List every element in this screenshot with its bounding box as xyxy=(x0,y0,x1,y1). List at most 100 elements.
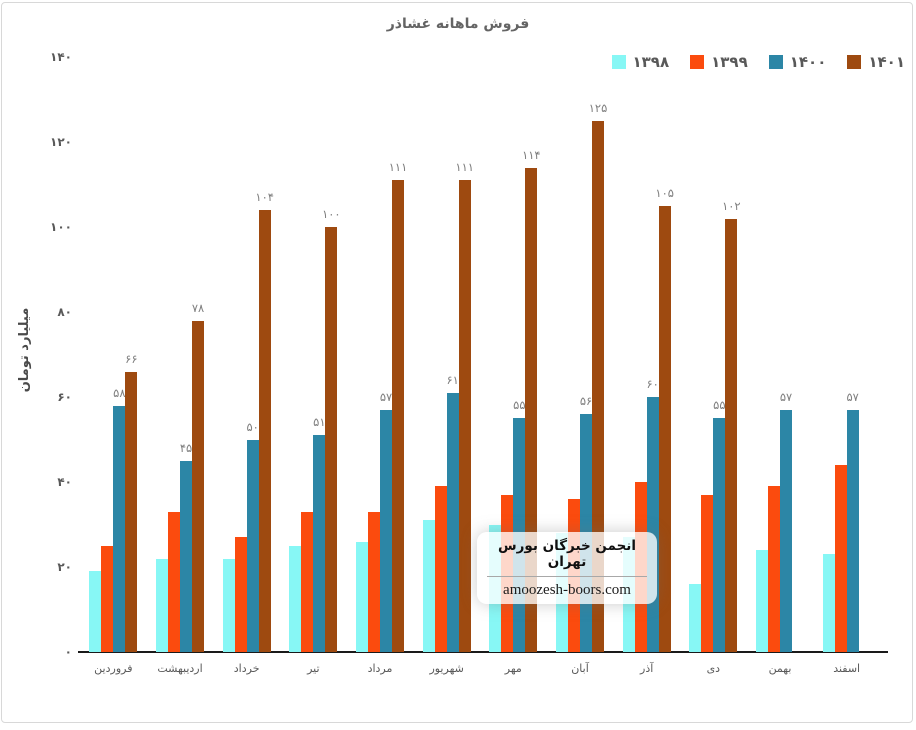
bar-۱۴۰۱-4 xyxy=(325,227,338,652)
bar-۱۳۹۸-2 xyxy=(156,558,168,652)
bar-۱۴۰۱-5 xyxy=(392,180,404,652)
bar-value-label: ۷۸ xyxy=(191,300,205,315)
bar-۱۳۹۸-1 xyxy=(89,571,102,652)
bar-value-label: ۱۱۱ xyxy=(388,160,408,175)
bar-value-label: ۶۰ xyxy=(646,377,659,391)
bar-value-label: ۱۱۴ xyxy=(522,147,541,162)
legend-entry-۱۳۹۹: ۱۳۹۹ xyxy=(690,53,748,71)
bar-value-label: ۵۷ xyxy=(846,389,859,404)
y-tick-label: ۱۲۰ xyxy=(50,135,72,149)
bar-value-label: ۵۷ xyxy=(779,389,793,404)
bar-value-label: ۵۶ xyxy=(579,394,593,408)
legend-marker-icon xyxy=(768,55,783,69)
bar-۱۴۰۰-4 xyxy=(313,435,326,652)
bar-۱۴۰۰-5 xyxy=(380,409,392,652)
x-axis-label: مرداد xyxy=(367,662,393,675)
bar-۱۳۹۹-10 xyxy=(701,494,714,652)
bar-۱۳۹۸-4 xyxy=(289,545,302,652)
y-axis-title: میلیارد تومان xyxy=(17,307,32,393)
legend-entry-۱۴۰۱: ۱۴۰۱ xyxy=(847,53,905,71)
bar-value-label: ۱۰۵ xyxy=(655,185,674,200)
bar-۱۴۰۰-6 xyxy=(446,392,459,652)
x-axis-label: اردیبهشت xyxy=(157,662,203,675)
bar-value-label: ۵۷ xyxy=(379,389,393,404)
legend-label: ۱۴۰۱ xyxy=(868,53,905,71)
bar-value-label: ۱۱۱ xyxy=(455,160,474,175)
x-axis-label: مهر xyxy=(504,662,522,675)
y-tick-label: ۱۴۰ xyxy=(50,50,72,64)
legend: ۱۳۹۸ ۱۳۹۹ ۱۴۰۰ ۱۴۰۱ xyxy=(611,52,905,72)
bar-value-label: ۱۰۲ xyxy=(722,198,741,213)
x-axis-label: شهریور xyxy=(429,662,464,675)
watermark-title: انجمن خبرگان بورس تهران xyxy=(497,537,637,570)
bar-۱۳۹۹-12 xyxy=(834,465,847,652)
x-axis-label: بهمن xyxy=(768,662,792,675)
legend-label: ۱۴۰۰ xyxy=(789,53,827,71)
bar-۱۳۹۸-12 xyxy=(822,554,835,652)
bar-۱۴۰۰-11 xyxy=(780,409,792,652)
bar-۱۳۹۸-10 xyxy=(689,584,702,652)
bar-value-label: ۱۰۰ xyxy=(322,207,341,221)
y-tick-label: ۱۰۰ xyxy=(50,220,72,234)
bar-value-label: ۵۰ xyxy=(246,419,259,434)
bar-۱۳۹۸-6 xyxy=(422,520,435,652)
x-axis-label: فروردین xyxy=(94,662,133,675)
chart-title: فروش ماهانه غشاذر xyxy=(386,16,530,32)
bar-۱۳۹۹-4 xyxy=(301,511,314,652)
bar-۱۴۰۱-1 xyxy=(125,371,138,652)
y-tick-label: ۴۰ xyxy=(57,475,72,489)
bar-۱۴۰۰-1 xyxy=(113,405,126,652)
bar-۱۴۰۱-6 xyxy=(458,180,471,652)
x-axis-label: آذر xyxy=(640,662,654,675)
legend-entry-۱۳۹۸: ۱۳۹۸ xyxy=(611,53,670,71)
bar-۱۴۰۱-9 xyxy=(658,205,671,652)
bar-۱۴۰۱-2 xyxy=(192,320,204,652)
bar-۱۳۹۹-5 xyxy=(368,511,380,652)
bar-value-label: ۵۱ xyxy=(313,415,326,430)
y-tick-label: ۶۰ xyxy=(57,390,72,404)
legend-label: ۱۳۹۸ xyxy=(632,53,670,71)
bar-۱۴۰۱-10 xyxy=(725,218,738,652)
bar-value-label: ۵۸ xyxy=(113,385,126,400)
bar-۱۳۹۹-6 xyxy=(434,486,447,652)
bar-۱۴۰۰-9 xyxy=(646,397,659,652)
legend-entry-۱۴۰۰: ۱۴۰۰ xyxy=(768,53,827,71)
y-tick-label: ۰ xyxy=(64,645,72,659)
legend-label: ۱۳۹۹ xyxy=(711,53,748,71)
x-axis-label: اسفند xyxy=(833,662,861,675)
y-tick-label: ۲۰ xyxy=(57,560,72,574)
x-axis-label: خرداد xyxy=(233,662,260,675)
bar-value-label: ۵۵ xyxy=(713,398,726,413)
bar-۱۴۰۰-12 xyxy=(846,409,859,652)
x-axis-label: دی xyxy=(706,662,721,675)
bar-۱۳۹۸-3 xyxy=(222,558,235,652)
bar-value-label: ۱۲۵ xyxy=(588,100,608,115)
bar-۱۴۰۰-10 xyxy=(713,418,726,652)
legend-marker-icon xyxy=(690,55,705,69)
bar-۱۴۰۰-3 xyxy=(246,439,259,652)
bar-۱۴۰۱-7 xyxy=(525,167,538,652)
bar-value-label: ۴۵ xyxy=(179,440,193,455)
y-tick-label: ۸۰ xyxy=(57,305,72,319)
bar-۱۳۹۸-11 xyxy=(756,550,768,652)
bar-value-label: ۶۱ xyxy=(446,372,459,387)
bar-value-label: ۶۶ xyxy=(125,351,138,366)
bar-۱۳۹۹-3 xyxy=(234,537,247,652)
bar-۱۳۹۹-11 xyxy=(768,486,780,652)
bar-۱۴۰۰-2 xyxy=(180,460,192,652)
bar-۱۳۹۸-5 xyxy=(356,541,368,652)
watermark-url: amoozesh-boors.com xyxy=(503,581,631,598)
bar-۱۳۹۹-2 xyxy=(168,511,180,652)
x-axis-label: آبان xyxy=(571,662,589,675)
bar-value-label: ۵۵ xyxy=(513,398,526,413)
legend-marker-icon xyxy=(847,55,862,69)
bar-۱۴۰۱-3 xyxy=(258,210,271,652)
bar-۱۳۹۹-1 xyxy=(101,545,114,652)
legend-marker-icon xyxy=(611,55,626,69)
watermark-divider xyxy=(487,575,647,577)
watermark: انجمن خبرگان بورس تهران amoozesh-boors.c… xyxy=(477,532,657,604)
x-axis-line xyxy=(78,651,888,653)
x-axis-label: تیر xyxy=(307,662,320,675)
